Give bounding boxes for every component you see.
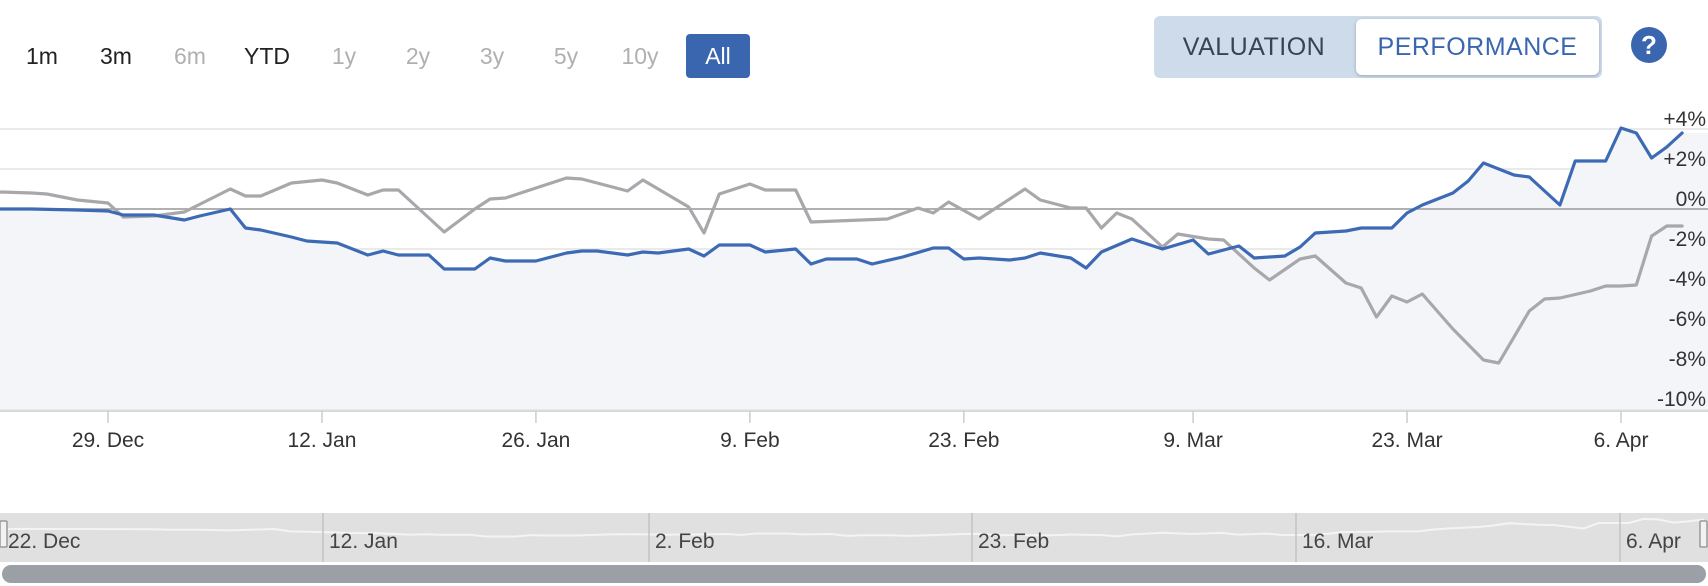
navigator[interactable]: 22. Dec 12. Jan 2. Feb 23. Feb 16. Mar 6. Apr [0, 513, 1708, 583]
navigator-tick-label: 2. Feb [655, 530, 715, 553]
navigator-tick-label: 16. Mar [1302, 530, 1373, 553]
y-tick-label: -10% [1657, 388, 1706, 411]
navigator-background [0, 513, 1708, 562]
range-button-10y[interactable]: 10y [621, 42, 659, 69]
navigator-tick-label: 22. Dec [8, 530, 80, 553]
navigator-right-handle[interactable] [1699, 520, 1708, 548]
navigator-tick-label: 23. Feb [978, 530, 1049, 553]
range-button-3m[interactable]: 3m [100, 42, 132, 69]
range-button-1m[interactable]: 1m [26, 42, 58, 69]
y-tick-label: -6% [1669, 308, 1706, 331]
view-toggle: VALUATION PERFORMANCE [1154, 16, 1602, 78]
series-layer [0, 126, 1684, 365]
navigator-tick-label: 6. Apr [1626, 530, 1681, 553]
range-button-2y[interactable]: 2y [405, 42, 431, 69]
range-button-1y[interactable]: 1y [331, 42, 357, 69]
y-tick-label: -4% [1669, 268, 1706, 291]
y-tick-label: -2% [1669, 228, 1706, 251]
x-tick-label: 12. Jan [288, 429, 357, 452]
y-axis: +4% +2% 0% -2% -4% -6% -8% -10% [1657, 108, 1706, 411]
range-button-6m[interactable]: 6m [174, 42, 206, 69]
x-tick-label: 26. Jan [501, 429, 570, 452]
x-tick-label: 6. Apr [1594, 429, 1649, 452]
x-tick-label: 23. Feb [928, 429, 999, 452]
y-tick-label: +4% [1663, 108, 1706, 131]
x-tick-label: 9. Mar [1163, 429, 1223, 452]
performance-tab[interactable]: PERFORMANCE [1356, 19, 1599, 75]
range-button-3y[interactable]: 3y [479, 42, 505, 69]
series-line-secondary [0, 176, 1684, 365]
range-button-ytd[interactable]: YTD [244, 42, 290, 69]
navigator-left-handle[interactable] [0, 520, 8, 548]
help-icon[interactable]: ? [1631, 27, 1667, 63]
range-button-all[interactable]: All [686, 34, 750, 78]
y-tick-label: 0% [1676, 188, 1706, 211]
navigator-series [3, 517, 1705, 538]
x-tick-label: 23. Mar [1371, 429, 1442, 452]
valuation-tab[interactable]: VALUATION [1182, 32, 1326, 61]
navigator-scrollbar[interactable] [2, 565, 1706, 583]
series-area [0, 128, 1708, 409]
series-line-primary [0, 126, 1684, 271]
y-tick-label: +2% [1663, 148, 1706, 171]
range-selector: 1m 3m 6m YTD 1y 2y 3y 5y 10y All [14, 34, 768, 78]
x-tick-label: 29. Dec [72, 429, 144, 452]
x-tick-label: 9. Feb [720, 429, 780, 452]
x-axis: 29. Dec 12. Jan 26. Jan 9. Feb 23. Feb 9. Mar… [0, 410, 1708, 452]
navigator-tick-label: 12. Jan [329, 530, 398, 553]
range-button-5y[interactable]: 5y [553, 42, 579, 69]
area-layer [0, 128, 1708, 409]
y-tick-label: -8% [1669, 348, 1706, 371]
